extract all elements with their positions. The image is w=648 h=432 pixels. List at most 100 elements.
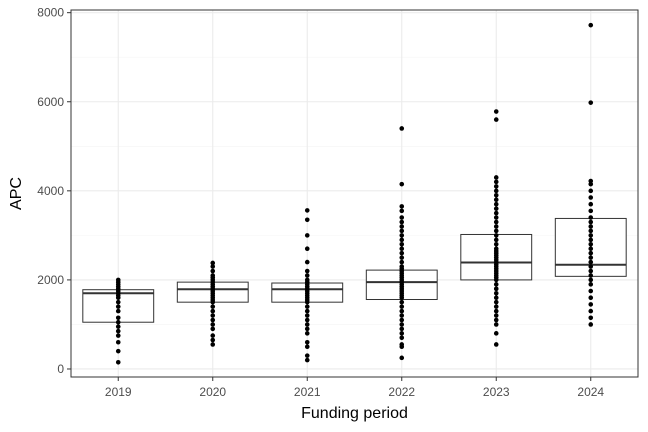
data-point-2022 xyxy=(399,313,405,318)
x-tick-label: 2024 xyxy=(577,385,604,399)
data-point-2021 xyxy=(304,353,310,358)
data-point-2023 xyxy=(493,179,499,185)
data-point-2021 xyxy=(304,304,310,309)
x-tick-label: 2019 xyxy=(105,385,132,399)
x-tick-label: 2021 xyxy=(294,385,321,399)
data-point-2023 xyxy=(493,201,499,207)
data-point-2022 xyxy=(399,126,405,131)
data-point-2021 xyxy=(304,331,310,336)
points-layer xyxy=(115,22,594,365)
data-point-2020 xyxy=(210,317,216,323)
data-point-2020 xyxy=(210,333,216,338)
data-point-2023 xyxy=(493,215,499,220)
data-point-2024 xyxy=(588,322,594,327)
data-point-2021 xyxy=(304,357,310,363)
data-point-2019 xyxy=(115,315,121,321)
y-tick-label: 6000 xyxy=(37,95,64,109)
data-point-2019 xyxy=(115,339,121,345)
data-point-2020 xyxy=(210,337,216,343)
data-point-2023 xyxy=(493,224,499,229)
data-point-2020 xyxy=(210,273,216,278)
data-point-2022 xyxy=(399,326,405,332)
data-point-2021 xyxy=(304,326,310,332)
minor-gridlines xyxy=(71,56,638,325)
data-point-2021 xyxy=(304,344,310,350)
data-point-2023 xyxy=(493,206,499,211)
data-point-2024 xyxy=(588,195,594,200)
data-point-2022 xyxy=(399,224,405,229)
data-point-2021 xyxy=(304,273,310,278)
data-point-2022 xyxy=(399,208,405,214)
data-point-2020 xyxy=(210,313,216,318)
data-point-2023 xyxy=(493,237,499,243)
data-point-2024 xyxy=(588,246,594,252)
data-point-2021 xyxy=(304,317,310,323)
y-tick-label: 4000 xyxy=(37,184,64,198)
data-point-2022 xyxy=(399,304,405,309)
data-point-2024 xyxy=(588,250,594,256)
plot-panel-border xyxy=(70,9,639,378)
data-point-2024 xyxy=(588,188,594,194)
data-point-2023 xyxy=(493,299,499,305)
data-point-2024 xyxy=(588,264,594,269)
data-point-2023 xyxy=(493,246,499,252)
data-point-2022 xyxy=(399,342,405,347)
data-point-2023 xyxy=(493,219,499,225)
data-point-2024 xyxy=(588,201,594,207)
data-point-2021 xyxy=(304,313,310,318)
y-axis: 0 2000 4000 6000 8000 xyxy=(37,6,71,376)
data-point-2021 xyxy=(304,339,310,345)
data-point-2019 xyxy=(115,277,121,283)
data-point-2023 xyxy=(493,117,499,122)
data-point-2024 xyxy=(588,295,594,301)
data-point-2024 xyxy=(588,277,594,283)
data-point-2022 xyxy=(399,299,405,305)
data-point-2023 xyxy=(493,175,499,180)
x-tick-label: 2020 xyxy=(199,385,226,399)
data-point-2020 xyxy=(210,268,216,274)
data-point-2019 xyxy=(115,299,121,305)
data-point-2024 xyxy=(588,308,594,314)
data-point-2019 xyxy=(115,328,121,334)
x-axis: 2019 2020 2021 2022 2023 2024 xyxy=(105,377,604,399)
data-point-2023 xyxy=(493,184,499,189)
data-point-2024 xyxy=(588,255,594,260)
data-point-2019 xyxy=(115,348,121,354)
data-point-2023 xyxy=(493,286,499,292)
data-point-2024 xyxy=(588,237,594,243)
data-point-2022 xyxy=(399,308,405,314)
data-point-2021 xyxy=(304,217,310,223)
data-point-2022 xyxy=(399,246,405,252)
data-point-2021 xyxy=(304,208,310,213)
y-tick-label: 2000 xyxy=(37,273,64,287)
data-point-2019 xyxy=(115,333,121,338)
data-point-2022 xyxy=(399,237,405,243)
data-point-2024 xyxy=(588,233,594,238)
data-point-2023 xyxy=(493,192,499,198)
data-point-2022 xyxy=(399,322,405,327)
data-point-2023 xyxy=(493,295,499,301)
data-point-2023 xyxy=(493,282,499,287)
data-point-2022 xyxy=(399,255,405,260)
data-point-2023 xyxy=(493,313,499,318)
data-point-2022 xyxy=(399,250,405,256)
data-point-2019 xyxy=(115,304,121,309)
x-axis-title: Funding period xyxy=(301,405,408,422)
data-point-2022 xyxy=(399,219,405,225)
data-point-2023 xyxy=(493,331,499,336)
data-point-2023 xyxy=(493,241,499,247)
data-point-2022 xyxy=(399,355,405,361)
y-axis-title: APC xyxy=(8,177,25,210)
data-point-2023 xyxy=(493,233,499,238)
data-point-2023 xyxy=(493,210,499,216)
data-point-2021 xyxy=(304,322,310,327)
data-point-2022 xyxy=(399,317,405,323)
data-point-2021 xyxy=(304,233,310,238)
data-point-2023 xyxy=(493,197,499,203)
data-point-2024 xyxy=(588,268,594,274)
data-point-2024 xyxy=(588,22,594,28)
data-point-2023 xyxy=(493,304,499,309)
data-point-2020 xyxy=(210,342,216,347)
data-point-2020 xyxy=(210,260,216,266)
data-point-2022 xyxy=(399,331,405,336)
